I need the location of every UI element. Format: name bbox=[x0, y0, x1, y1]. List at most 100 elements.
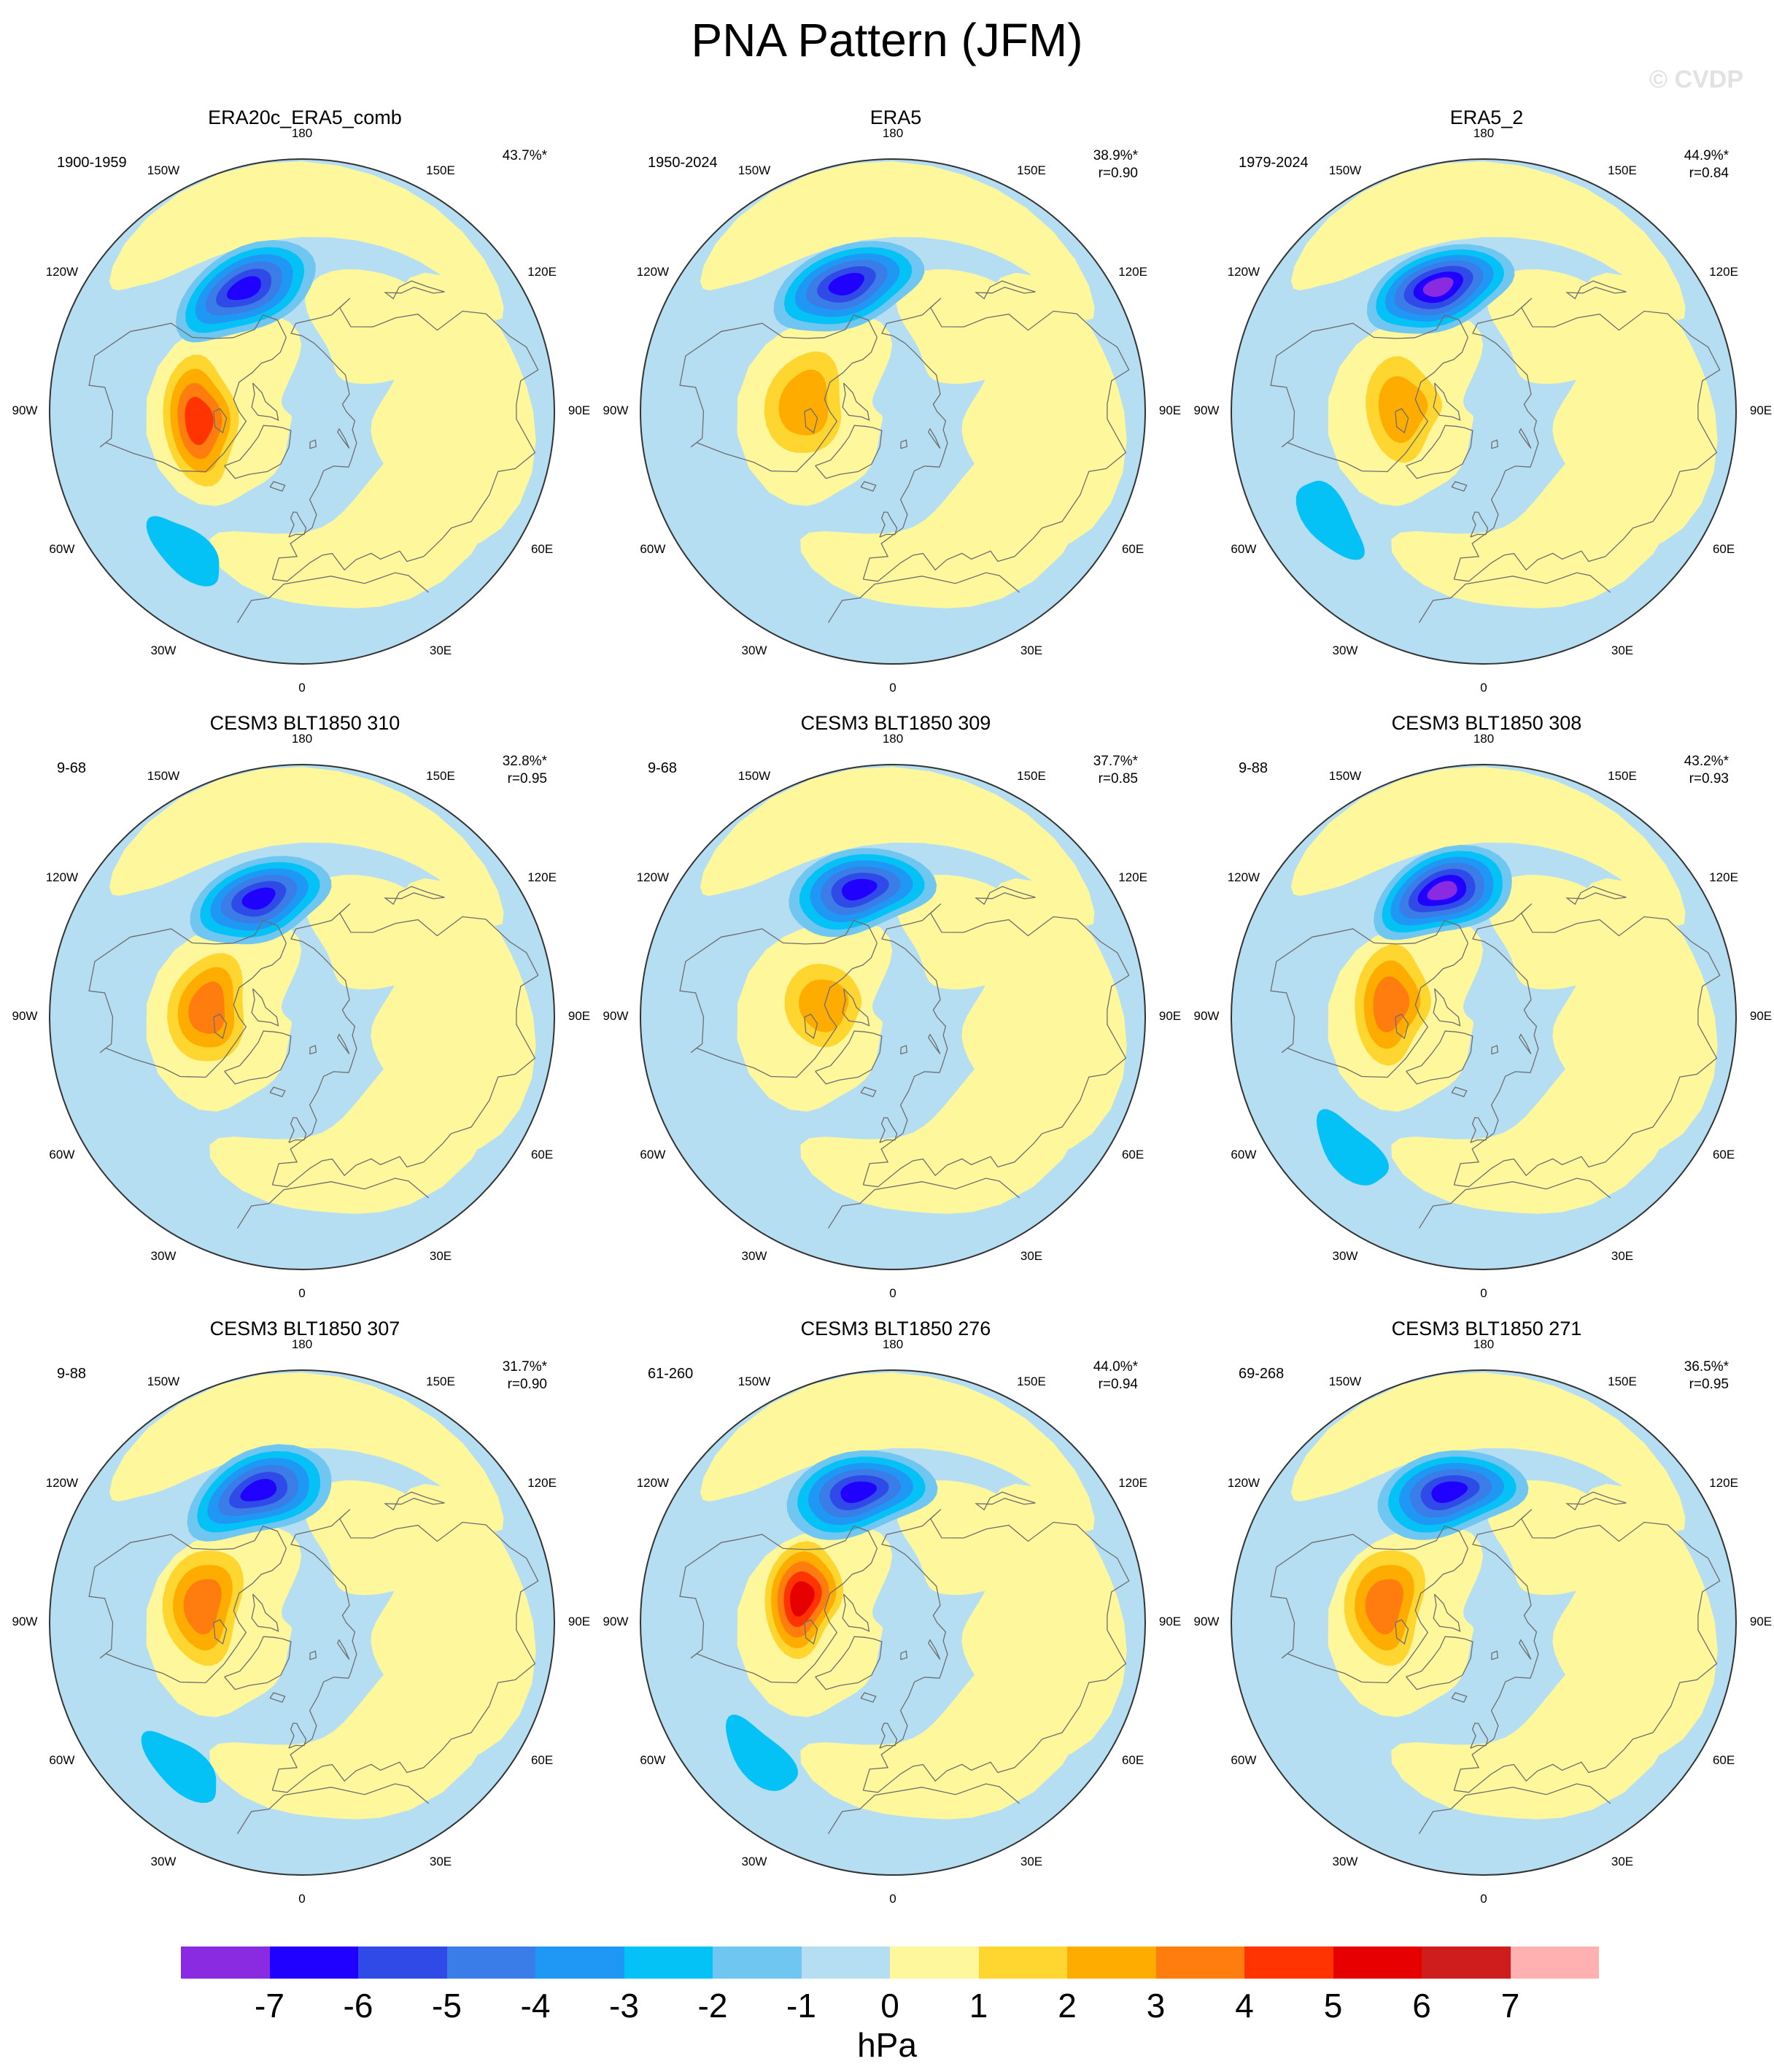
map-boundary bbox=[49, 764, 555, 1270]
map-boundary bbox=[49, 158, 555, 665]
map-panel: ERA20c_ERA5_comb 1900-1959 43.7%* 180 150E 12… bbox=[12, 107, 591, 705]
map-boundary bbox=[1231, 764, 1737, 1270]
longitude-label: 120W bbox=[636, 1476, 670, 1490]
longitude-label: 150W bbox=[147, 768, 180, 783]
coastline bbox=[384, 886, 445, 905]
colorbar-tick-label: -2 bbox=[697, 1987, 728, 2025]
coastline bbox=[862, 1509, 1130, 1793]
coastline bbox=[88, 314, 287, 473]
colorbar-tick-label: -3 bbox=[609, 1987, 639, 2025]
coastline bbox=[1518, 428, 1532, 449]
longitude-label: 150W bbox=[737, 768, 771, 783]
atlantic-low-contour bbox=[1295, 480, 1365, 560]
pacific-low-contour bbox=[1431, 1481, 1468, 1504]
coastline bbox=[236, 572, 430, 623]
coastline bbox=[213, 1013, 228, 1040]
panel-grid: ERA20c_ERA5_comb 1900-1959 43.7%* 180 150E 12… bbox=[12, 107, 1773, 1906]
pacific-low-contour bbox=[241, 887, 276, 910]
pacific-low-contour bbox=[842, 878, 878, 901]
longitude-label: 60W bbox=[49, 1148, 75, 1161]
coastline bbox=[804, 1619, 818, 1645]
coastline bbox=[384, 280, 445, 300]
coastline bbox=[679, 1525, 878, 1684]
coastline bbox=[271, 1509, 539, 1793]
coastline bbox=[309, 1650, 317, 1661]
colorbar-tick-label: 3 bbox=[1146, 1987, 1166, 2025]
colorbar-swatch bbox=[801, 1947, 890, 1979]
pattern-correlation: r=0.94 bbox=[1098, 1377, 1138, 1392]
longitude-label: 0 bbox=[889, 1892, 896, 1906]
pattern-correlation: r=0.84 bbox=[1689, 166, 1729, 181]
explained-variance: 43.2%* bbox=[1684, 754, 1729, 769]
north-america-high-contour bbox=[1365, 1579, 1403, 1635]
coastline bbox=[679, 919, 878, 1078]
longitude-label: 60W bbox=[1231, 1753, 1257, 1767]
longitude-label: 150W bbox=[147, 163, 180, 177]
coastline bbox=[288, 1723, 307, 1749]
colorbar-swatch bbox=[1510, 1947, 1599, 1979]
longitude-label: 150E bbox=[426, 768, 455, 783]
coastline bbox=[900, 439, 908, 449]
polar-map bbox=[1231, 1369, 1737, 1876]
pattern-correlation: r=0.95 bbox=[507, 771, 547, 786]
explained-variance: 43.7%* bbox=[502, 148, 547, 163]
colorbar-tick-label: -5 bbox=[432, 1987, 462, 2025]
panel-years: 9-88 bbox=[1239, 760, 1268, 776]
longitude-label: 60W bbox=[640, 542, 666, 556]
coastline bbox=[309, 1045, 317, 1055]
pattern-correlation: r=0.85 bbox=[1098, 771, 1138, 786]
coastline bbox=[1395, 408, 1409, 434]
coastline bbox=[975, 1491, 1036, 1511]
north-america-high-contour bbox=[1373, 976, 1410, 1032]
coastline bbox=[1406, 1636, 1473, 1690]
positive-anomaly-area bbox=[305, 875, 445, 990]
longitude-label: 30E bbox=[1611, 643, 1634, 658]
colorbar-unit: hPa bbox=[857, 2026, 917, 2064]
longitude-label: 30E bbox=[1611, 1249, 1634, 1264]
colorbar-tick-label: 4 bbox=[1235, 1987, 1254, 2025]
positive-anomaly-area bbox=[305, 1480, 445, 1596]
coastline bbox=[679, 314, 878, 473]
north-america-high-contour bbox=[799, 979, 849, 1032]
map-boundary bbox=[1231, 158, 1737, 665]
longitude-label: 60W bbox=[49, 542, 75, 556]
longitude-label: 90W bbox=[12, 403, 38, 417]
colorbar-swatch bbox=[713, 1947, 802, 1979]
panel-stats: 36.5%* r=0.95 bbox=[1684, 1358, 1729, 1393]
pattern-correlation: r=0.90 bbox=[1098, 166, 1138, 181]
longitude-label: 90E bbox=[1158, 1615, 1182, 1628]
longitude-label: 150W bbox=[1328, 1374, 1362, 1388]
coastline bbox=[1406, 1030, 1473, 1085]
longitude-label: 60E bbox=[1712, 1148, 1735, 1161]
pattern-correlation: r=0.93 bbox=[1689, 771, 1729, 786]
coastline bbox=[224, 1030, 292, 1085]
longitude-label: 180 bbox=[291, 1337, 313, 1351]
longitude-label: 30E bbox=[429, 643, 452, 658]
longitude-label: 150E bbox=[1608, 1374, 1637, 1388]
coastline bbox=[862, 903, 1130, 1188]
panel-stats: 43.2%* r=0.93 bbox=[1684, 753, 1729, 788]
longitude-label: 180 bbox=[1473, 1337, 1495, 1351]
panel-years: 1979-2024 bbox=[1239, 155, 1309, 171]
coastline bbox=[1470, 511, 1489, 538]
coastline bbox=[1470, 1723, 1489, 1749]
longitude-label: 120E bbox=[1709, 265, 1738, 279]
coastline bbox=[827, 572, 1020, 623]
coastline bbox=[860, 481, 877, 492]
colorbar-tick-label: 6 bbox=[1412, 1987, 1431, 2025]
colorbar-tick-label: 1 bbox=[969, 1987, 988, 2025]
coastline bbox=[975, 886, 1036, 905]
coastline bbox=[1470, 1117, 1489, 1143]
longitude-label: 90W bbox=[603, 403, 629, 417]
longitude-label: 30E bbox=[1020, 1855, 1043, 1869]
colorbar-swatch bbox=[1155, 1947, 1244, 1979]
pattern-correlation: r=0.90 bbox=[507, 1377, 547, 1392]
explained-variance: 36.5%* bbox=[1684, 1359, 1729, 1375]
longitude-label: 90W bbox=[603, 1009, 629, 1023]
longitude-label: 150W bbox=[1328, 768, 1362, 783]
coastline bbox=[1406, 425, 1473, 479]
longitude-label: 0 bbox=[889, 681, 896, 695]
longitude-label: 0 bbox=[889, 1286, 896, 1300]
longitude-label: 90W bbox=[12, 1615, 38, 1628]
coastline bbox=[1270, 314, 1469, 473]
